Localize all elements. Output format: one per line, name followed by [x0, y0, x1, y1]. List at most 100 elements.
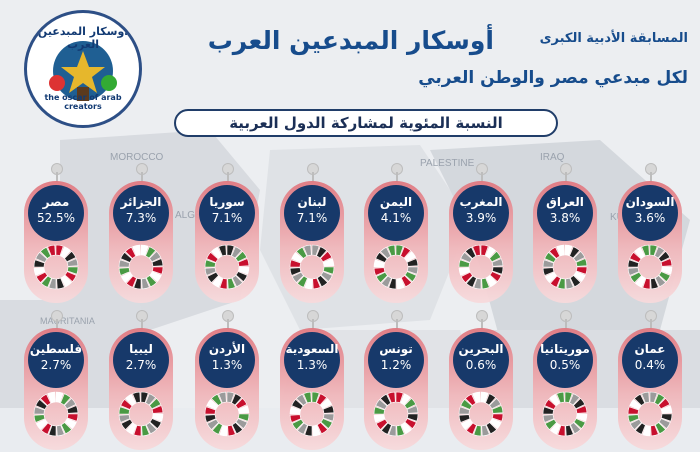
ring-segment [311, 391, 320, 404]
ring-segment [311, 244, 320, 257]
ring-segment [629, 271, 642, 283]
country-badge: فلسطين 2.7% [28, 332, 84, 388]
ring-segment [118, 267, 131, 276]
country-badge: السودان 3.6% [622, 185, 678, 241]
ring-segment [641, 244, 650, 257]
ring-segment [642, 277, 651, 290]
connector-stem [565, 172, 567, 182]
country-badge: اليمن 4.1% [368, 185, 424, 241]
ring-segment [649, 391, 658, 404]
country-badge: الأردن 1.3% [199, 332, 255, 388]
country-name: الأردن [208, 342, 246, 356]
ring-segment [549, 246, 561, 259]
ring-segment [649, 244, 658, 257]
country-name: ليبيا [129, 342, 153, 356]
country-name: لبنان [297, 195, 327, 209]
ring-segment [634, 246, 646, 259]
ring-segment [481, 277, 490, 290]
ring-segment [211, 393, 223, 406]
country-percentage: 3.6% [634, 211, 666, 225]
country-name: عمان [634, 342, 666, 356]
country-card: ليبيا 2.7% [109, 310, 173, 452]
ring-segment [404, 251, 417, 263]
country-card: موريتانيا 0.5% [533, 310, 597, 452]
ring-segment [569, 275, 581, 288]
connector-stem [227, 319, 229, 329]
ring-segment [40, 246, 52, 259]
section-banner: النسبة المئوية لمشاركة الدول العربية [174, 109, 558, 137]
ring-segment [465, 275, 477, 288]
ring-segment [120, 251, 133, 263]
connector-stem [481, 319, 483, 329]
country-badge: البحرين 0.6% [453, 332, 509, 388]
ring-segment [211, 275, 223, 288]
ring-segment [231, 275, 243, 288]
ring-segment [60, 246, 72, 259]
country-badge: مصر 52.5% [28, 185, 84, 241]
ring-segment [650, 277, 659, 290]
page-title: أوسكار المبدعين العرب [207, 26, 494, 55]
country-percentage: 0.5% [549, 358, 581, 372]
ring-segment [491, 258, 504, 267]
ring-segment [556, 391, 565, 404]
map-label-palestine: PALESTINE [420, 158, 475, 169]
ring-segment [654, 393, 666, 406]
ring-segment [564, 244, 573, 257]
connector-stem [227, 172, 229, 182]
ring-segment [388, 277, 397, 290]
ring-segment [237, 266, 250, 275]
flag-ring [204, 244, 250, 290]
ring-segment [145, 246, 157, 259]
ring-segment [56, 277, 65, 290]
ring-segment [206, 251, 219, 263]
flag-ring [542, 391, 588, 437]
ring-segment [211, 246, 223, 259]
flag-ring [627, 391, 673, 437]
ring-segment [557, 277, 566, 290]
country-badge: لبنان 7.1% [284, 185, 340, 241]
country-name: العراق [546, 195, 584, 209]
flag-ring [458, 391, 504, 437]
ring-segment [289, 267, 302, 276]
ring-segment [542, 267, 555, 276]
ring-segment [480, 391, 489, 404]
ring-segment [480, 244, 489, 257]
country-name: سوريا [209, 195, 245, 209]
country-card: البحرين 0.6% [449, 310, 513, 452]
connector-stem [141, 319, 143, 329]
ring-segment [118, 259, 131, 268]
logo-arabic-text: أوسكار المبدعين العرب [37, 25, 129, 51]
ring-segment [151, 266, 164, 275]
ring-segment [303, 391, 312, 404]
country-badge: العراق 3.8% [537, 185, 593, 241]
ring-segment [406, 266, 419, 275]
ring-segment [400, 393, 412, 406]
country-name: مصر [42, 195, 70, 209]
ring-segment [303, 244, 312, 257]
ring-segment [149, 271, 162, 283]
ring-segment [460, 251, 473, 263]
ring-segment [565, 277, 574, 290]
ring-segment [291, 251, 304, 263]
ring-segment [204, 267, 217, 276]
connector-stem [312, 319, 314, 329]
ring-segment [125, 275, 137, 288]
ring-segment [375, 271, 388, 283]
ring-segment [654, 246, 666, 259]
ring-segment [206, 271, 219, 283]
country-card: السعودية 1.3% [280, 310, 344, 452]
flag-ring [118, 391, 164, 437]
connector-stem [396, 319, 398, 329]
country-badge: المغرب 3.9% [453, 185, 509, 241]
country-percentage: 3.9% [465, 211, 497, 225]
ring-segment [316, 246, 328, 259]
ring-segment [573, 271, 586, 283]
ring-segment [60, 275, 72, 288]
country-percentage: 2.7% [40, 358, 72, 372]
country-badge: ليبيا 2.7% [113, 332, 169, 388]
ring-segment [133, 277, 142, 290]
competition-label: المسابقة الأدبية الكبرى [539, 31, 688, 46]
ring-segment [151, 258, 164, 267]
ring-segment [569, 393, 581, 406]
ring-segment [573, 251, 586, 263]
